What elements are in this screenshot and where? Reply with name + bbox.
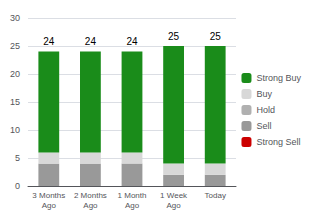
svg-text:30: 30 <box>10 13 20 23</box>
svg-text:Hold: Hold <box>256 105 275 115</box>
svg-text:Strong Buy: Strong Buy <box>256 73 301 83</box>
svg-text:1 Month: 1 Month <box>118 191 147 200</box>
svg-text:Sell: Sell <box>256 121 271 131</box>
svg-text:24: 24 <box>43 36 55 47</box>
svg-text:2 Months: 2 Months <box>74 191 107 200</box>
svg-text:1 Week: 1 Week <box>160 191 188 200</box>
svg-text:Ago: Ago <box>125 201 140 210</box>
svg-text:24: 24 <box>126 36 138 47</box>
svg-text:Ago: Ago <box>83 201 98 210</box>
svg-text:Strong Sell: Strong Sell <box>256 137 300 147</box>
svg-text:0: 0 <box>15 181 20 191</box>
svg-text:5: 5 <box>15 153 20 163</box>
svg-text:3 Months: 3 Months <box>32 191 65 200</box>
svg-text:20: 20 <box>10 69 20 79</box>
svg-text:25: 25 <box>10 41 20 51</box>
svg-text:Today: Today <box>205 191 226 200</box>
svg-text:25: 25 <box>210 31 222 42</box>
svg-text:24: 24 <box>85 36 97 47</box>
svg-text:Buy: Buy <box>256 89 272 99</box>
svg-text:10: 10 <box>10 125 20 135</box>
svg-text:Ago: Ago <box>166 201 181 210</box>
svg-text:15: 15 <box>10 97 20 107</box>
svg-text:Ago: Ago <box>42 201 57 210</box>
svg-text:25: 25 <box>168 31 180 42</box>
